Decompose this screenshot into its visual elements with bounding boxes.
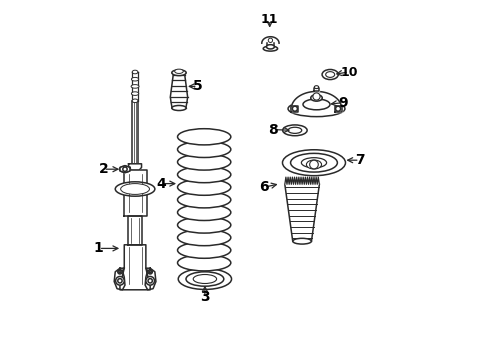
Polygon shape [128,164,141,170]
Polygon shape [290,230,312,235]
Polygon shape [171,103,186,108]
Polygon shape [120,166,130,173]
Text: 1: 1 [94,242,103,255]
Text: 6: 6 [259,180,268,194]
Ellipse shape [301,158,326,168]
Circle shape [145,276,154,285]
Text: 7: 7 [354,153,364,167]
Ellipse shape [171,70,186,76]
Ellipse shape [282,125,306,136]
Circle shape [335,106,340,111]
Ellipse shape [131,77,139,81]
Ellipse shape [177,166,230,183]
Text: 10: 10 [340,66,357,78]
Ellipse shape [177,230,230,246]
Text: 4: 4 [157,177,166,190]
Ellipse shape [171,105,186,111]
Circle shape [148,279,152,283]
Circle shape [268,38,272,42]
Polygon shape [286,196,317,201]
Ellipse shape [292,238,311,244]
Polygon shape [284,184,319,190]
Polygon shape [291,91,341,109]
Polygon shape [287,207,316,213]
Ellipse shape [310,95,322,101]
Text: 2: 2 [98,162,108,176]
Circle shape [312,93,320,100]
Polygon shape [261,37,279,43]
Polygon shape [127,216,142,245]
Polygon shape [171,80,186,86]
Polygon shape [291,235,312,241]
Ellipse shape [266,45,274,49]
Ellipse shape [177,255,230,271]
Ellipse shape [325,72,334,77]
Ellipse shape [177,242,230,258]
Ellipse shape [314,86,318,89]
Ellipse shape [177,192,230,208]
Text: 8: 8 [268,123,278,136]
Polygon shape [314,88,318,91]
Ellipse shape [287,101,344,117]
Ellipse shape [290,153,337,172]
Polygon shape [286,201,316,207]
Polygon shape [291,106,298,112]
Circle shape [119,271,121,273]
Ellipse shape [177,141,230,158]
Ellipse shape [306,160,321,169]
Ellipse shape [287,127,301,133]
Ellipse shape [177,179,230,195]
Polygon shape [334,106,341,112]
Circle shape [118,270,122,274]
Text: 9: 9 [338,96,347,109]
Ellipse shape [303,99,329,110]
Ellipse shape [282,150,345,176]
Ellipse shape [131,92,139,95]
Ellipse shape [177,204,230,220]
Text: 5: 5 [192,80,202,93]
Polygon shape [172,75,185,80]
Polygon shape [114,268,125,290]
Polygon shape [290,224,313,230]
Polygon shape [145,268,156,290]
Polygon shape [123,170,146,216]
Circle shape [122,167,127,171]
Bar [132,101,138,164]
Ellipse shape [193,274,216,284]
Ellipse shape [177,217,230,233]
Polygon shape [120,245,150,290]
Polygon shape [288,213,315,219]
Text: 3: 3 [200,290,209,304]
Ellipse shape [132,99,138,103]
Polygon shape [285,190,318,196]
Ellipse shape [174,69,183,73]
Ellipse shape [121,184,149,194]
Ellipse shape [178,269,231,289]
Circle shape [309,160,318,169]
Polygon shape [170,91,187,97]
Polygon shape [284,177,319,184]
Ellipse shape [119,166,130,172]
Ellipse shape [132,70,138,74]
Ellipse shape [177,154,230,170]
Circle shape [115,276,124,285]
Text: 11: 11 [261,13,278,26]
Polygon shape [289,219,314,224]
Ellipse shape [185,272,224,286]
Polygon shape [171,86,186,91]
Ellipse shape [177,129,230,145]
Circle shape [149,271,151,273]
Circle shape [292,106,297,111]
Ellipse shape [131,85,139,88]
Ellipse shape [263,46,277,51]
Circle shape [148,270,152,274]
Ellipse shape [322,69,338,80]
Polygon shape [170,97,187,103]
Circle shape [118,279,122,283]
Ellipse shape [115,182,155,196]
